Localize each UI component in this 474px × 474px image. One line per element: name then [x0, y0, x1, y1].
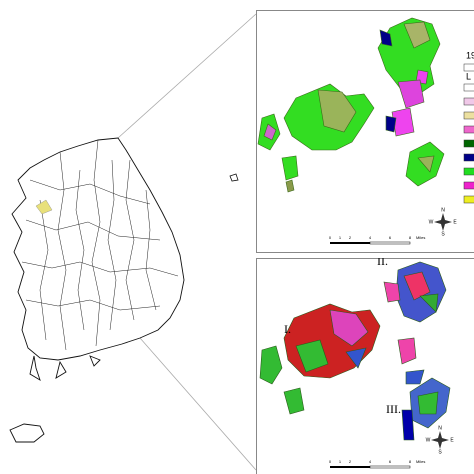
scale-bar-segment: [369, 241, 411, 245]
scale-label: 4: [369, 235, 372, 240]
korea-map: [9, 137, 185, 443]
scale-label: Miles: [416, 235, 425, 240]
province-borders: [21, 139, 179, 351]
compass-star: [434, 213, 452, 231]
scale-label: 2: [349, 235, 352, 240]
scale-label: 8: [409, 235, 412, 240]
scale-label: 8: [409, 459, 412, 464]
legend-swatches: [463, 63, 474, 204]
connector: [139, 337, 257, 471]
region-label: III.: [386, 402, 401, 416]
scale-label: 1: [339, 459, 342, 464]
scale-label: 6: [389, 235, 392, 240]
connector: [117, 13, 257, 139]
compass-label: W: [426, 437, 431, 443]
study-area: [35, 199, 53, 215]
top-islands: [257, 17, 445, 193]
legend-subtitle: L: [466, 71, 471, 81]
scale-label: 6: [389, 459, 392, 464]
scale-label: 0: [329, 459, 332, 464]
scale-bar-segment: [369, 465, 411, 469]
scale-bar: 0 1 2 4 6 8 Miles: [329, 459, 425, 469]
scale-bar: 0 1 2 4 6 8 Miles: [329, 235, 425, 245]
north-arrow: N S E W: [426, 425, 455, 455]
scale-bar-segment: [330, 466, 370, 468]
compass-label: S: [438, 449, 442, 455]
compass-label: E: [450, 437, 454, 443]
compass-star: [431, 431, 449, 449]
bottom-islands: [259, 261, 451, 441]
legend-title: 19: [466, 50, 474, 60]
compass-label: N: [441, 207, 445, 213]
compass-label: N: [438, 425, 442, 431]
scale-label: Miles: [416, 459, 425, 464]
region-label: I.: [284, 322, 291, 336]
scale-label: 1: [339, 235, 342, 240]
region-label: II.: [377, 254, 388, 268]
top-panel: [256, 10, 474, 253]
north-arrow: N S E W: [429, 207, 458, 237]
compass-label: E: [453, 219, 457, 225]
compass-label: W: [429, 219, 434, 225]
scale-label: 2: [349, 459, 352, 464]
scale-label: 4: [369, 459, 372, 464]
islet: [229, 173, 239, 182]
scale-bar-segment: [330, 242, 370, 244]
scale-label: 0: [329, 235, 332, 240]
compass-label: S: [441, 231, 445, 237]
